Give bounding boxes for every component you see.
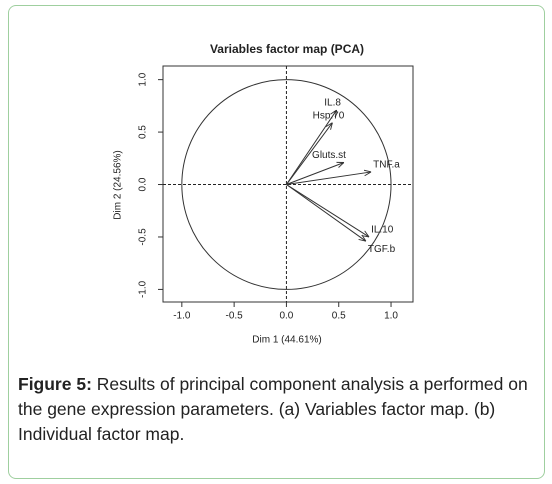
- x-tick-label: -1.0: [173, 311, 191, 322]
- variable-label: IL.10: [371, 225, 394, 236]
- figure-frame: [8, 5, 545, 479]
- correlation-circle: [181, 79, 392, 290]
- y-tick-label: -0.5: [138, 228, 149, 246]
- x-tick-label: 0.0: [279, 311, 293, 322]
- variable-label: Hsp.70: [313, 110, 345, 121]
- variable-label: TNF.a: [373, 160, 400, 171]
- x-tick-label: 0.5: [332, 311, 346, 322]
- arrow: [286, 162, 344, 185]
- variable-label: TGF.b: [368, 244, 396, 255]
- variable-label: IL.8: [324, 98, 341, 109]
- y-tick-label: 1.0: [138, 72, 149, 86]
- x-axis-label: Dim 1 (44.61%): [252, 335, 321, 346]
- arrow: [286, 184, 365, 242]
- x-tick-label: -0.5: [226, 311, 244, 322]
- x-tick-label: 1.0: [384, 311, 398, 322]
- caption-text: Results of principal component analysis …: [18, 374, 528, 444]
- y-tick-label: 0.5: [138, 125, 149, 139]
- plot-frame: [162, 65, 414, 303]
- variable-label: Gluts.st: [312, 150, 346, 161]
- chart: Variables factor map (PCA) Dim 1 (44.61%…: [113, 42, 414, 346]
- caption: Figure 5: Results of principal component…: [18, 372, 543, 447]
- y-tick-label: 0.0: [138, 177, 149, 191]
- arrow: [286, 184, 369, 237]
- y-tick-label: -1.0: [138, 280, 149, 298]
- chart-title: Variables factor map (PCA): [210, 42, 364, 56]
- y-axis-label: Dim 2 (24.56%): [113, 150, 124, 219]
- arrow: [286, 172, 371, 186]
- caption-label: Figure 5:: [18, 374, 92, 394]
- arrow: [286, 123, 332, 185]
